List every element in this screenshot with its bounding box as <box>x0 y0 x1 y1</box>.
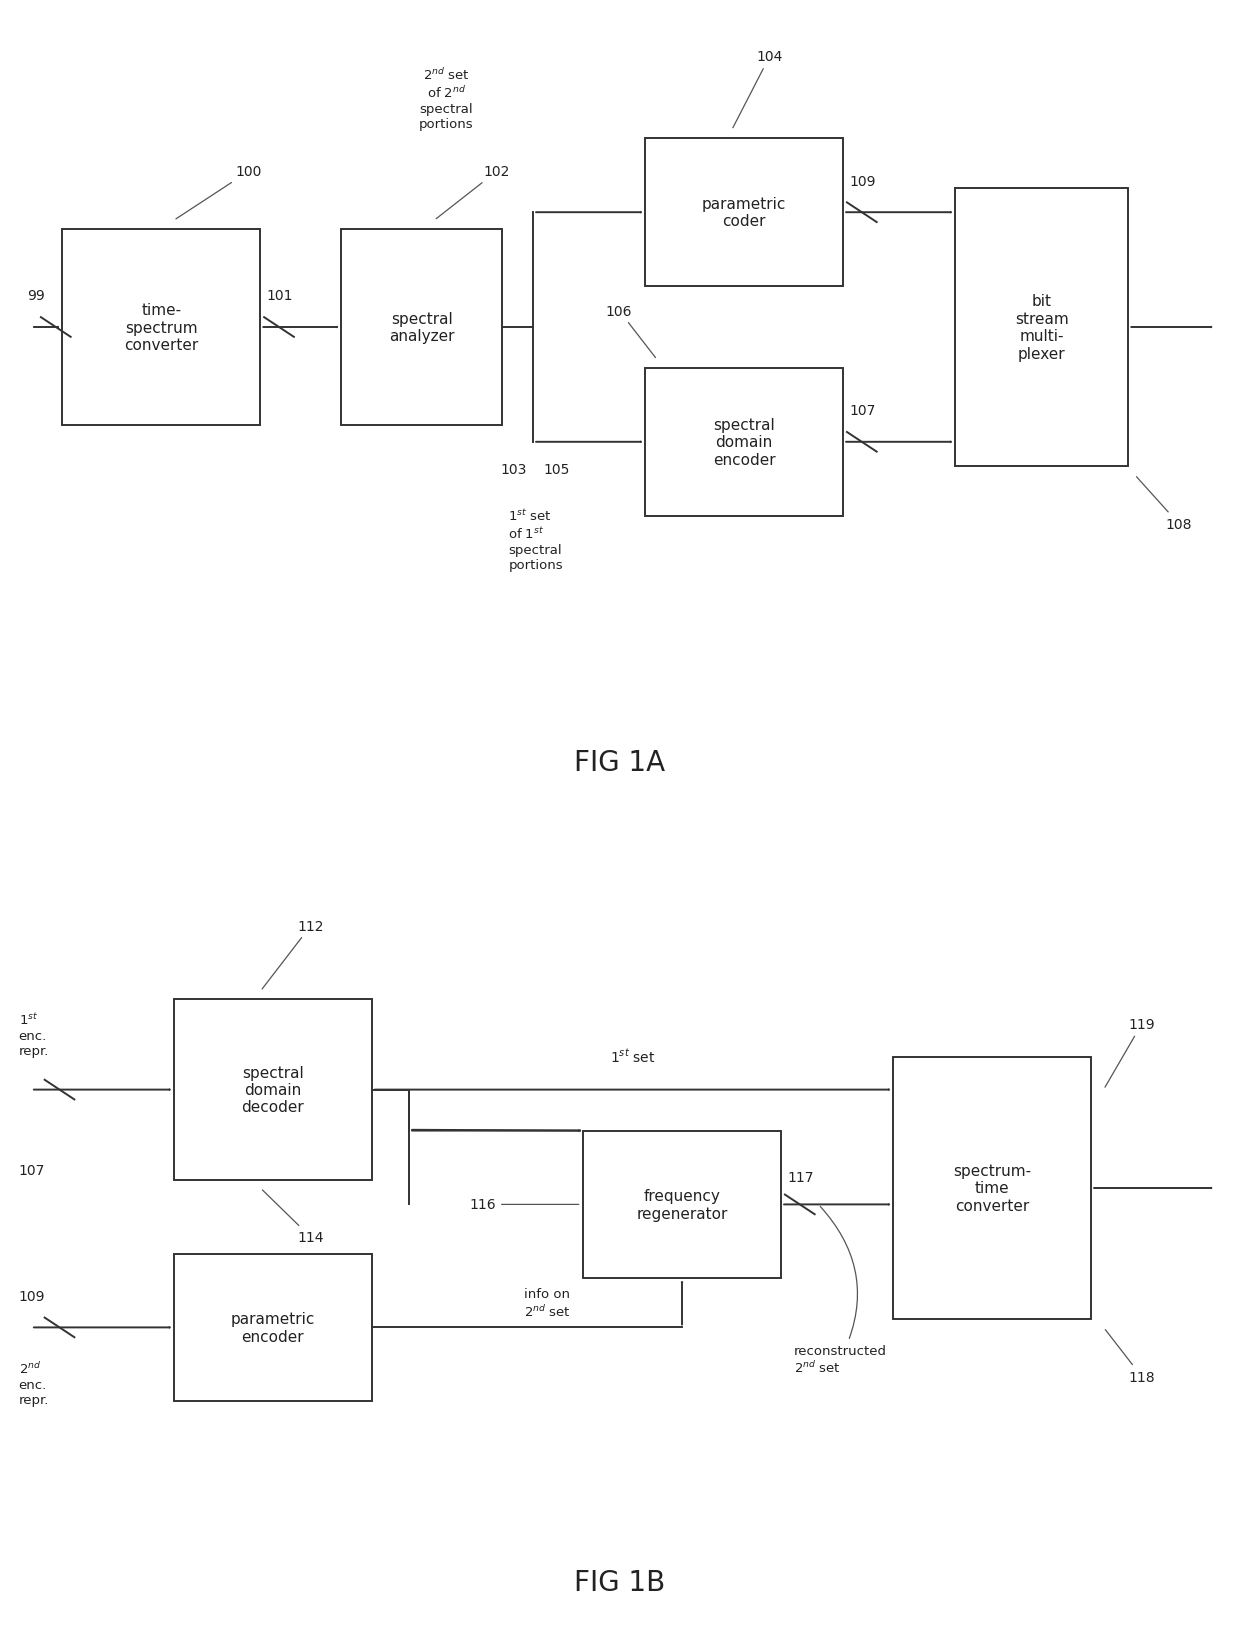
Text: 105: 105 <box>543 462 569 477</box>
Text: 107: 107 <box>19 1164 45 1178</box>
Text: 103: 103 <box>501 462 527 477</box>
Text: 104: 104 <box>733 51 782 128</box>
Text: $1^{st}$ set
of $1^{st}$
spectral
portions: $1^{st}$ set of $1^{st}$ spectral portio… <box>508 508 563 572</box>
Text: 112: 112 <box>262 919 324 990</box>
FancyBboxPatch shape <box>62 229 260 426</box>
FancyBboxPatch shape <box>645 369 843 516</box>
Text: 106: 106 <box>606 305 656 359</box>
Text: 119: 119 <box>1105 1018 1154 1088</box>
Text: 118: 118 <box>1105 1329 1154 1383</box>
Text: $1^{st}$ set: $1^{st}$ set <box>610 1047 655 1065</box>
Text: 107: 107 <box>849 403 875 418</box>
Text: bit
stream
multi-
plexer: bit stream multi- plexer <box>1014 295 1069 361</box>
Text: 116: 116 <box>470 1198 579 1211</box>
Text: 102: 102 <box>436 166 510 220</box>
Text: 109: 109 <box>19 1288 45 1303</box>
FancyBboxPatch shape <box>174 1000 372 1180</box>
Text: $2^{nd}$ set
of $2^{nd}$
spectral
portions: $2^{nd}$ set of $2^{nd}$ spectral portio… <box>419 67 474 131</box>
Text: 108: 108 <box>1136 477 1192 531</box>
Text: spectral
domain
decoder: spectral domain decoder <box>242 1065 304 1115</box>
Text: 114: 114 <box>263 1190 324 1244</box>
Text: FIG 1A: FIG 1A <box>574 747 666 777</box>
FancyBboxPatch shape <box>893 1057 1091 1319</box>
Text: $1^{st}$
enc.
repr.: $1^{st}$ enc. repr. <box>19 1011 48 1057</box>
Text: time-
spectrum
converter: time- spectrum converter <box>124 303 198 352</box>
Text: frequency
regenerator: frequency regenerator <box>636 1188 728 1221</box>
FancyBboxPatch shape <box>341 229 502 426</box>
Text: 99: 99 <box>27 288 45 303</box>
Text: info on
$2^{nd}$ set: info on $2^{nd}$ set <box>523 1287 570 1319</box>
Text: spectral
analyzer: spectral analyzer <box>389 311 454 344</box>
Text: 101: 101 <box>267 288 293 303</box>
Text: $2^{nd}$
enc.
repr.: $2^{nd}$ enc. repr. <box>19 1360 48 1406</box>
Text: 109: 109 <box>849 174 875 188</box>
FancyBboxPatch shape <box>583 1131 781 1278</box>
Text: reconstructed
$2^{nd}$ set: reconstructed $2^{nd}$ set <box>794 1206 887 1375</box>
FancyBboxPatch shape <box>645 139 843 287</box>
FancyBboxPatch shape <box>955 188 1128 467</box>
Text: parametric
coder: parametric coder <box>702 197 786 229</box>
Text: FIG 1B: FIG 1B <box>574 1567 666 1596</box>
Text: spectrum-
time
converter: spectrum- time converter <box>952 1164 1032 1213</box>
FancyBboxPatch shape <box>174 1254 372 1401</box>
Text: 117: 117 <box>787 1170 813 1183</box>
Text: 100: 100 <box>176 166 262 220</box>
Text: spectral
domain
encoder: spectral domain encoder <box>713 418 775 467</box>
Text: parametric
encoder: parametric encoder <box>231 1311 315 1344</box>
